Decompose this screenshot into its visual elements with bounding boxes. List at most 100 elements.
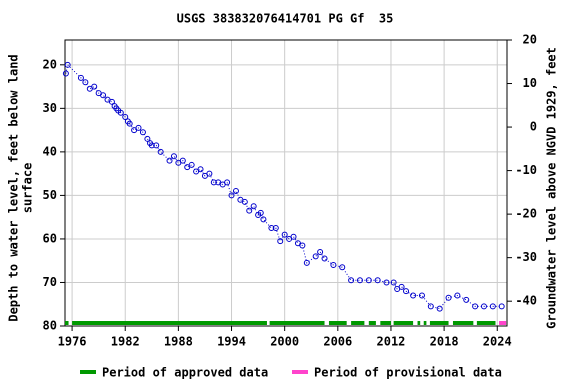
data-point — [348, 277, 355, 284]
data-point — [77, 74, 84, 81]
data-point — [398, 283, 405, 290]
data-point — [100, 92, 107, 99]
data-point — [117, 109, 124, 116]
period-bar — [417, 321, 421, 325]
data-point — [445, 294, 452, 301]
period-bar — [65, 321, 69, 325]
data-point — [498, 303, 505, 310]
data-point — [418, 292, 425, 299]
chart-title: USGS 383832076414701 PG Gf 35 — [177, 12, 394, 26]
data-point — [62, 70, 69, 77]
x-tick-label: 1994 — [217, 335, 246, 349]
y2-axis-label: Groundwater level above NGVD 1929, feet — [545, 47, 559, 329]
period-bar — [269, 321, 325, 325]
data-point — [157, 148, 164, 155]
data-point — [454, 292, 461, 299]
data-point — [299, 242, 306, 249]
legend-label: Period of approved data — [102, 366, 268, 380]
y-axis-label: Depth to water level, feet below land — [7, 54, 21, 321]
data-point — [122, 114, 129, 121]
x-tick-label: 2018 — [430, 335, 459, 349]
data-point — [148, 142, 155, 149]
series-line — [65, 63, 502, 310]
y-tick-label: 70 — [43, 275, 57, 289]
data-point — [410, 292, 417, 299]
data-point — [241, 198, 248, 205]
data-point — [374, 277, 381, 284]
x-tick-label: 2024 — [483, 335, 512, 349]
y-tick-label: 30 — [43, 101, 57, 115]
period-bar — [499, 321, 507, 325]
data-point — [463, 296, 470, 303]
legend-swatch — [292, 370, 308, 374]
x-tick-label: 1976 — [58, 335, 87, 349]
period-bar — [72, 321, 267, 325]
data-point — [228, 192, 235, 199]
period-bar — [452, 321, 474, 325]
data-point — [166, 157, 173, 164]
y2-tick-label: 0 — [530, 120, 537, 134]
legend-swatch — [80, 370, 96, 374]
data-point — [210, 179, 217, 186]
data-point — [64, 61, 71, 68]
data-point — [356, 277, 363, 284]
data-point — [480, 303, 487, 310]
data-point — [390, 279, 397, 286]
data-point — [139, 129, 146, 136]
data-point — [246, 207, 253, 214]
x-tick-label: 2012 — [377, 335, 406, 349]
y2-tick-label: 10 — [523, 76, 537, 90]
y2-tick-label: -10 — [515, 163, 537, 177]
x-tick-label: 1988 — [164, 335, 193, 349]
y2-tick-label: 20 — [523, 33, 537, 47]
data-point — [144, 135, 151, 142]
period-bar — [368, 321, 376, 325]
data-point — [290, 233, 297, 240]
data-point — [365, 277, 372, 284]
period-bar — [429, 321, 449, 325]
x-tick-label: 2000 — [270, 335, 299, 349]
data-point — [303, 259, 310, 266]
data-point — [436, 305, 443, 312]
y2-tick-label: -40 — [515, 294, 537, 308]
y-tick-label: 40 — [43, 144, 57, 158]
period-bar — [423, 321, 427, 325]
data-point — [472, 303, 479, 310]
data-point — [321, 255, 328, 262]
y-tick-label: 80 — [43, 319, 57, 333]
data-point — [250, 203, 257, 210]
data-point — [403, 288, 410, 295]
data-point — [206, 170, 213, 177]
period-bar — [351, 321, 365, 325]
period-bar — [393, 321, 414, 325]
data-point — [170, 153, 177, 160]
data-point — [257, 209, 264, 216]
data-point — [317, 248, 324, 255]
y-tick-label: 60 — [43, 231, 57, 245]
data-point — [91, 83, 98, 90]
period-bar — [328, 321, 347, 325]
data-point — [281, 231, 288, 238]
data-point — [108, 98, 115, 105]
data-point — [82, 79, 89, 86]
y-axis-label: surface — [21, 163, 35, 214]
y-tick-label: 50 — [43, 188, 57, 202]
plot-frame — [64, 39, 508, 327]
data-point — [260, 216, 267, 223]
period-bar — [476, 321, 496, 325]
data-point — [197, 166, 204, 173]
data-point — [427, 303, 434, 310]
data-point — [224, 179, 231, 186]
data-point — [489, 303, 496, 310]
x-tick-label: 2006 — [323, 335, 352, 349]
y2-tick-label: -20 — [515, 207, 537, 221]
data-point — [272, 225, 279, 232]
data-point — [153, 142, 160, 149]
data-point — [188, 161, 195, 168]
data-point — [312, 253, 319, 260]
legend-label: Period of provisional data — [314, 366, 502, 380]
data-point — [330, 262, 337, 269]
data-point — [277, 238, 284, 245]
